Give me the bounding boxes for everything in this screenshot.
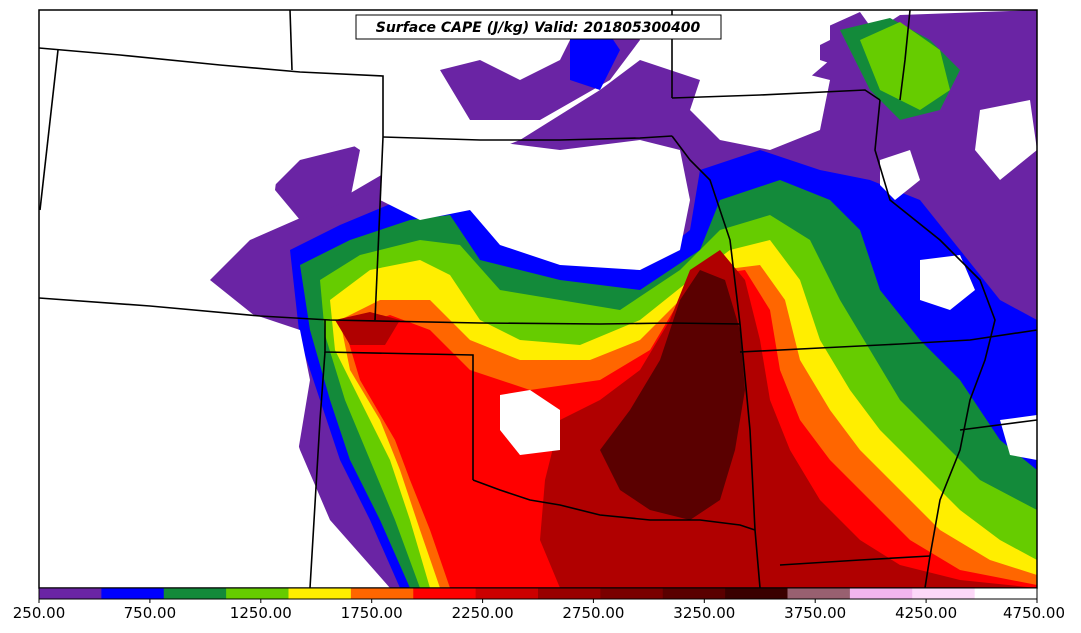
colorbar-tick-label: 750.00 bbox=[124, 604, 177, 622]
colorbar-segment bbox=[600, 588, 664, 599]
boundary-ia-mo bbox=[671, 89, 881, 101]
colorbar-segment bbox=[538, 588, 601, 599]
cape-maroon-core bbox=[600, 270, 745, 520]
boundary-ks-ok-north bbox=[39, 297, 741, 325]
boundary-nm-west bbox=[309, 351, 326, 588]
boundary-co-ne-north bbox=[39, 47, 384, 137]
colorbar-tick-label: 2750.00 bbox=[562, 604, 624, 622]
map-title: Surface CAPE (J/kg) Valid: 201805300400 bbox=[376, 20, 701, 36]
colorbar-segment bbox=[725, 588, 789, 599]
colorbar: 250.00 750.00 1250.00 1750.00 2250.00 27… bbox=[13, 587, 1065, 622]
boundary-co-ks bbox=[374, 136, 384, 321]
colorbar-segment bbox=[475, 588, 539, 599]
colorbar-segment bbox=[974, 588, 1038, 599]
colorbar-tick-label: 1750.00 bbox=[341, 604, 403, 622]
colorbar-segment bbox=[413, 588, 477, 599]
colorbar-tick-labels: 250.00 750.00 1250.00 1750.00 2250.00 27… bbox=[13, 604, 1065, 622]
boundary-ar-la bbox=[779, 555, 931, 566]
boundary-ne-ks bbox=[382, 135, 673, 141]
boundary-wy-co bbox=[39, 49, 59, 211]
colorbar-segment bbox=[787, 588, 851, 599]
boundary-ne-mo bbox=[671, 135, 741, 325]
state-boundaries bbox=[39, 10, 1037, 588]
boundary-sd-ne bbox=[289, 10, 293, 71]
colorbar-segment bbox=[288, 588, 352, 599]
boundary-nm-tx bbox=[324, 320, 474, 480]
colorbar-segment bbox=[163, 588, 227, 599]
colorbar-segment bbox=[849, 588, 913, 599]
colorbar-segment bbox=[226, 588, 290, 599]
boundary-tn-ms bbox=[959, 419, 1037, 431]
colorbar-tick-label: 4750.00 bbox=[1003, 604, 1065, 622]
colorbar-segment bbox=[350, 588, 414, 599]
colorbar-tick-label: 250.00 bbox=[13, 604, 66, 622]
colorbar-segment bbox=[662, 588, 726, 599]
colorbar-ticks bbox=[38, 599, 1038, 603]
colorbar-segment bbox=[101, 588, 165, 599]
colorbar-tick-label: 1250.00 bbox=[230, 604, 292, 622]
colorbar-border bbox=[38, 587, 1038, 600]
boundary-red-river bbox=[472, 479, 756, 531]
colorbar-tick-label: 3250.00 bbox=[673, 604, 735, 622]
colorbar-segment bbox=[39, 588, 102, 599]
colorbar-tick-label: 2250.00 bbox=[452, 604, 514, 622]
colorbar-tick-label: 3750.00 bbox=[784, 604, 846, 622]
boundary-mo-ar bbox=[739, 329, 1037, 353]
colorbar-tick-label: 4250.00 bbox=[895, 604, 957, 622]
boundary-ok-ar bbox=[739, 323, 761, 588]
colorbar-segments bbox=[39, 588, 1038, 599]
boundary-il-in bbox=[899, 10, 911, 101]
title-box: Surface CAPE (J/kg) Valid: 201805300400 bbox=[355, 14, 722, 40]
colorbar-segment bbox=[912, 588, 976, 599]
cape-low-regions bbox=[39, 10, 1037, 588]
boundary-mississippi bbox=[874, 99, 996, 588]
map-area bbox=[39, 10, 1037, 588]
